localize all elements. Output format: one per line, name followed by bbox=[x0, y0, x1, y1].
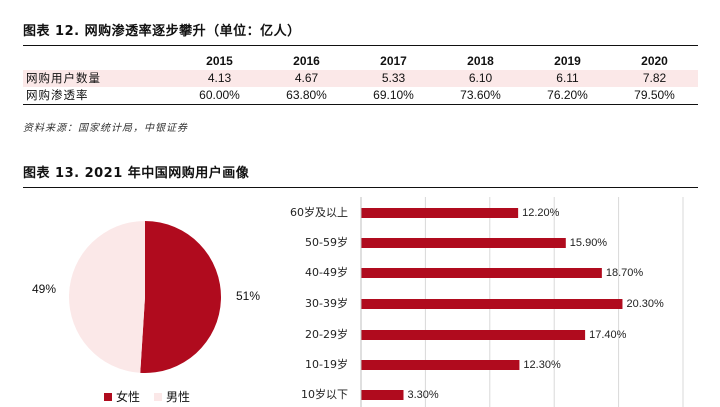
table-cell: 6.10 bbox=[437, 70, 524, 87]
bar bbox=[361, 238, 566, 248]
table-cell: 60.00% bbox=[176, 87, 263, 105]
bar bbox=[361, 330, 586, 340]
source-note: 资料来源：国家统计局，中银证券 bbox=[23, 123, 188, 134]
year-header: 2016 bbox=[293, 54, 320, 68]
bar-value-label: 15.90% bbox=[570, 237, 608, 249]
legend-label: 女性 bbox=[116, 390, 141, 404]
bar-value-label: 12.30% bbox=[523, 359, 561, 371]
legend-label: 男性 bbox=[166, 390, 191, 404]
legend-item-female: 女性 bbox=[104, 388, 140, 405]
table-cell: 4.67 bbox=[263, 70, 350, 87]
table-cell: 6.11 bbox=[524, 70, 611, 87]
bar-value-label: 18.70% bbox=[606, 267, 644, 279]
table-cell: 4.13 bbox=[176, 70, 263, 87]
category-label: 10岁以下 bbox=[301, 387, 348, 401]
pie-value-label: 49% bbox=[32, 282, 56, 296]
bar bbox=[361, 360, 520, 370]
table-row: 网购用户数量 4.13 4.67 5.33 6.10 6.11 7.82 bbox=[23, 70, 698, 87]
pie-value-label: 51% bbox=[236, 289, 260, 303]
bar bbox=[361, 299, 623, 309]
bar bbox=[361, 208, 519, 218]
table-cell: 63.80% bbox=[263, 87, 350, 105]
category-label: 10-19岁 bbox=[305, 357, 348, 371]
bar-value-label: 3.30% bbox=[408, 389, 439, 401]
legend-item-male: 男性 bbox=[154, 388, 190, 405]
category-label: 60岁及以上 bbox=[290, 205, 348, 219]
bar bbox=[361, 268, 602, 278]
year-header: 2018 bbox=[467, 54, 494, 68]
title-rule bbox=[23, 187, 698, 188]
penetration-table: 2015 2016 2017 2018 2019 2020 网购用户数量 4.1… bbox=[23, 53, 698, 105]
category-label: 50-59岁 bbox=[305, 235, 348, 249]
pie-slice bbox=[140, 221, 222, 374]
table-row: 网购渗透率 60.00% 63.80% 69.10% 73.60% 76.20%… bbox=[23, 87, 698, 105]
table-cell: 73.60% bbox=[437, 87, 524, 105]
table-cell: 79.50% bbox=[611, 87, 698, 105]
pie-legend: 女性 男性 bbox=[104, 388, 190, 405]
title-rule bbox=[23, 45, 698, 46]
category-label: 40-49岁 bbox=[305, 265, 348, 279]
year-header: 2019 bbox=[554, 54, 581, 68]
year-header: 2015 bbox=[206, 54, 233, 68]
bar-value-label: 20.30% bbox=[626, 298, 664, 310]
year-header: 2020 bbox=[641, 54, 668, 68]
year-header: 2017 bbox=[380, 54, 407, 68]
bar-value-label: 12.20% bbox=[522, 207, 560, 219]
figure-13-title: 图表 13. 2021 年中国网购用户画像 bbox=[23, 166, 250, 181]
legend-swatch bbox=[104, 392, 112, 401]
table-cell: 5.33 bbox=[350, 70, 437, 87]
category-label: 20-29岁 bbox=[305, 327, 348, 341]
table-cell: 7.82 bbox=[611, 70, 698, 87]
pie-slice bbox=[69, 221, 145, 373]
row-label: 网购渗透率 bbox=[23, 87, 176, 105]
category-label: 30-39岁 bbox=[305, 296, 348, 310]
table-header-row: 2015 2016 2017 2018 2019 2020 bbox=[23, 53, 698, 70]
figure-12-title: 图表 12. 网购渗透率逐步攀升（单位：亿人） bbox=[23, 24, 301, 39]
bar-value-label: 17.40% bbox=[589, 329, 627, 341]
row-label: 网购用户数量 bbox=[23, 70, 176, 87]
bar bbox=[361, 390, 404, 400]
table-cell: 76.20% bbox=[524, 87, 611, 105]
table-cell: 69.10% bbox=[350, 87, 437, 105]
legend-swatch bbox=[154, 392, 163, 401]
